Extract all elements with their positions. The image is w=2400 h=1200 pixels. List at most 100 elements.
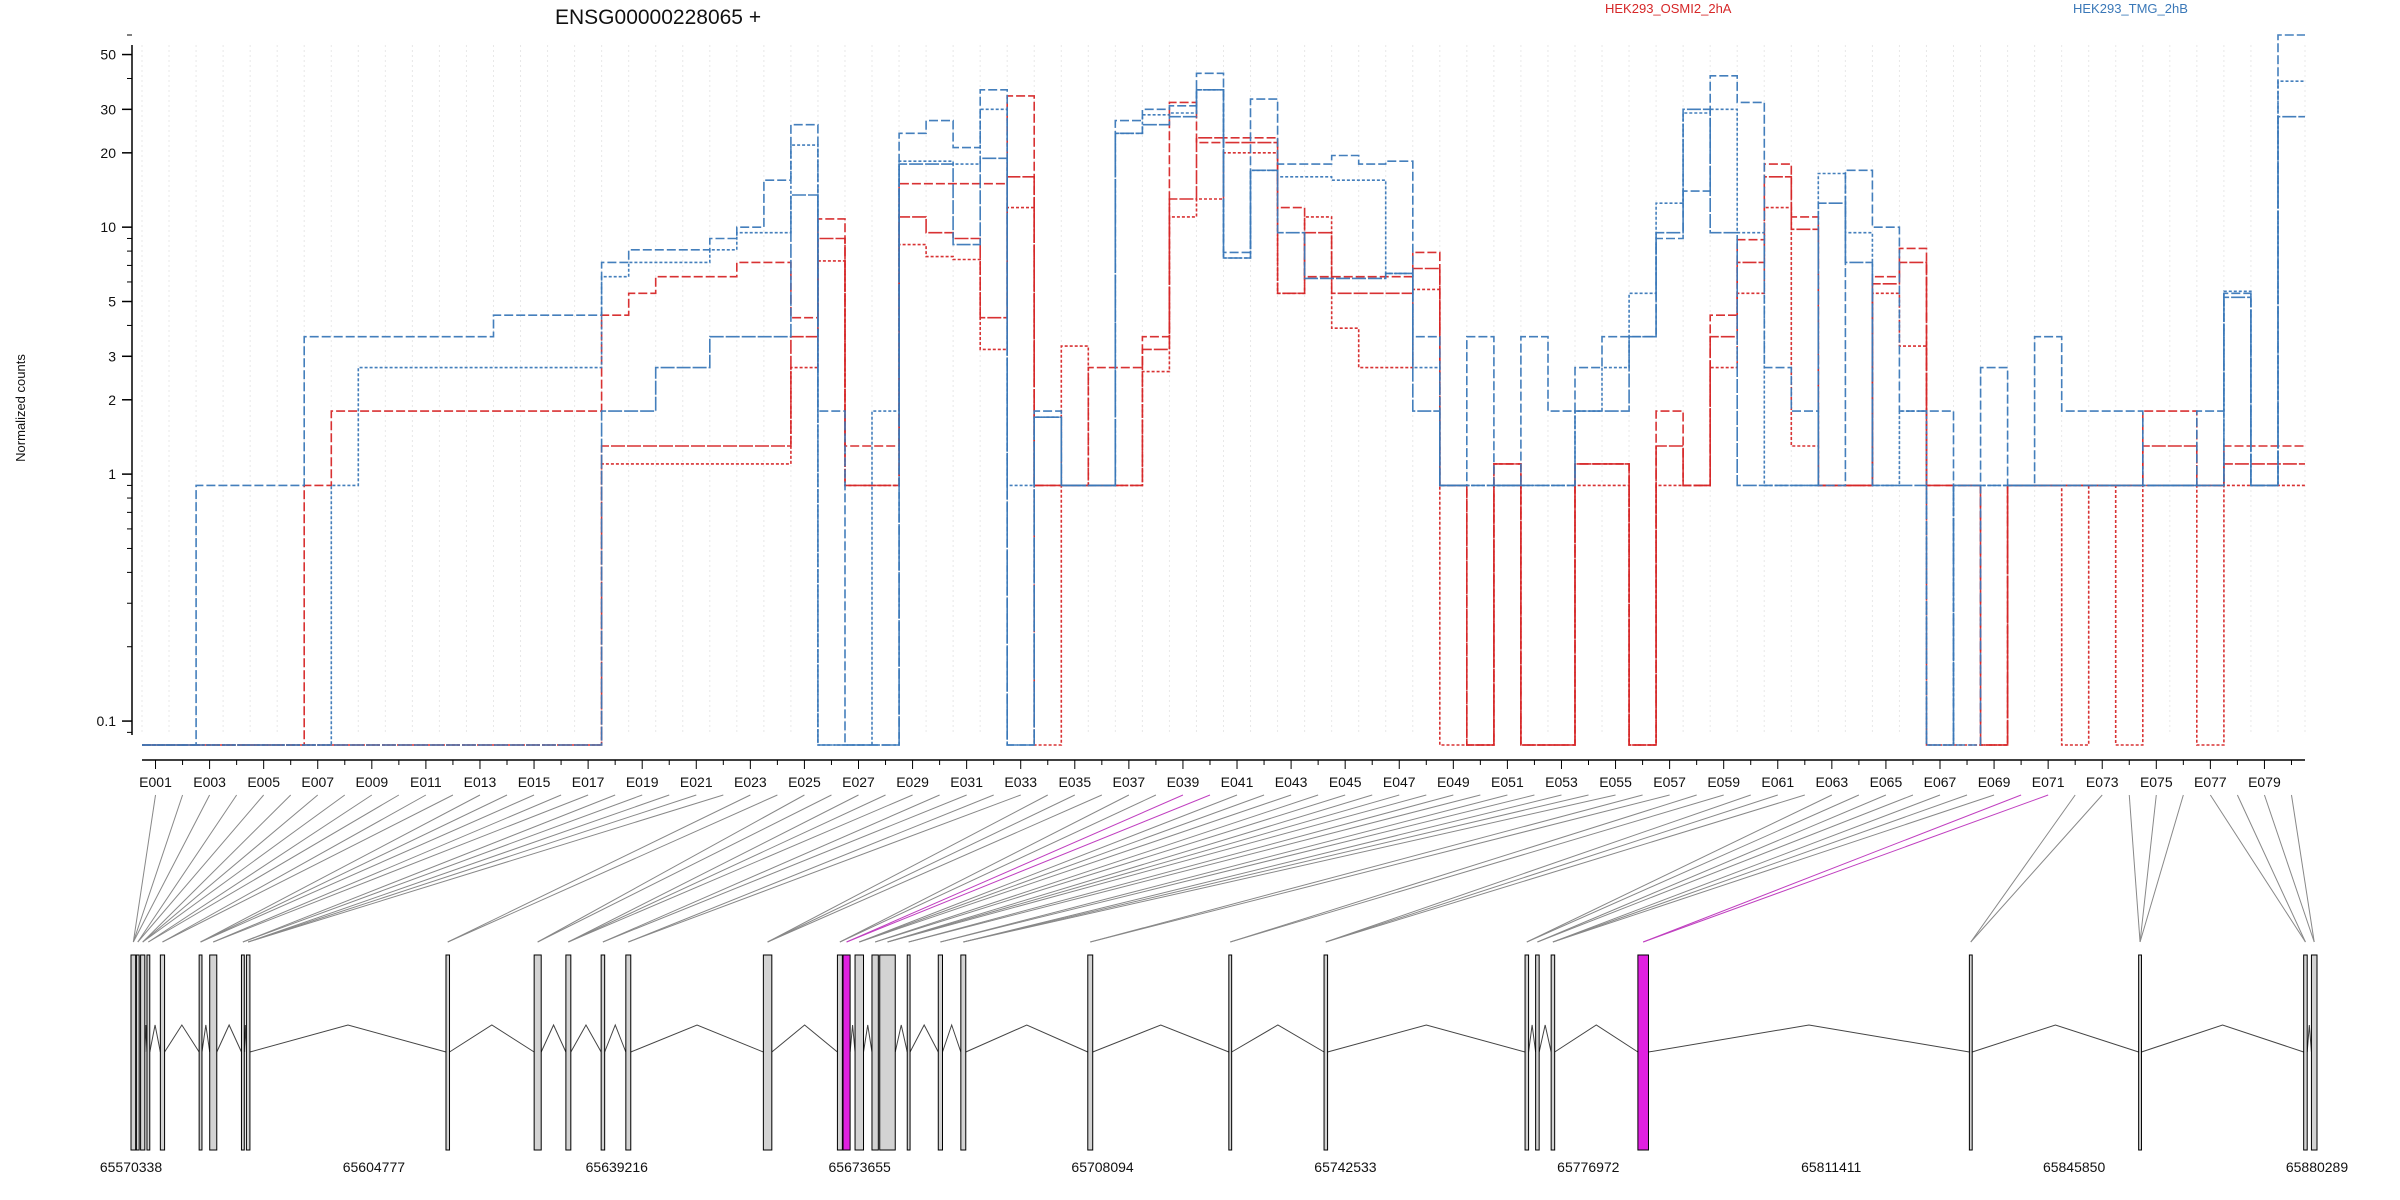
connector-line bbox=[839, 794, 1130, 943]
y-tick-label: 2 bbox=[108, 392, 116, 408]
genomic-tick-label: 65811411 bbox=[1801, 1159, 1861, 1175]
connector-line bbox=[142, 794, 292, 943]
x-tick-label: E019 bbox=[626, 774, 659, 790]
exon-box bbox=[1550, 954, 1556, 1151]
x-tick-label: E063 bbox=[1815, 774, 1848, 790]
intron-line bbox=[540, 1023, 567, 1053]
y-tick-label: 0.1 bbox=[97, 713, 117, 729]
connector-line bbox=[537, 794, 805, 943]
exon-box bbox=[1524, 954, 1530, 1151]
x-tick-label: E055 bbox=[1599, 774, 1632, 790]
y-tick-label: 3 bbox=[108, 348, 116, 364]
intron-line bbox=[604, 1023, 627, 1053]
exon-box bbox=[198, 954, 203, 1151]
connector-line bbox=[839, 794, 1157, 943]
connector-line bbox=[859, 794, 1238, 943]
intron-line bbox=[249, 1024, 447, 1053]
x-tick-label: E053 bbox=[1545, 774, 1578, 790]
exon-box bbox=[135, 954, 140, 1151]
x-tick-label: E059 bbox=[1707, 774, 1740, 790]
exon-box bbox=[937, 954, 944, 1151]
connector-line bbox=[1230, 794, 1724, 943]
connector-line bbox=[963, 794, 1589, 943]
x-tick-label: E013 bbox=[464, 774, 497, 790]
connector-line bbox=[142, 794, 346, 943]
legend-label-tmg: HEK293_TMG_2hB bbox=[2073, 1, 2188, 16]
x-tick-label: E069 bbox=[1978, 774, 2011, 790]
connector-line bbox=[132, 794, 157, 943]
x-tick-label: E029 bbox=[896, 774, 929, 790]
intron-line bbox=[942, 1023, 962, 1053]
x-tick-label: E057 bbox=[1653, 774, 1686, 790]
y-tick-label: 5 bbox=[108, 294, 116, 310]
x-tick-label: E001 bbox=[139, 774, 172, 790]
x-tick-label: E025 bbox=[788, 774, 821, 790]
genomic-tick-label: 65776972 bbox=[1557, 1159, 1620, 1175]
x-tick-label: E009 bbox=[355, 774, 388, 790]
connector-line bbox=[887, 794, 1427, 943]
x-tick-label: E015 bbox=[518, 774, 551, 790]
connector-line bbox=[874, 794, 1319, 943]
x-tick-label: E073 bbox=[2086, 774, 2119, 790]
connector-line bbox=[1325, 794, 1751, 943]
connector-line bbox=[846, 794, 1184, 943]
exon-box bbox=[159, 954, 166, 1151]
exon-box bbox=[960, 954, 967, 1151]
connector-line bbox=[767, 794, 1076, 943]
connector-line bbox=[963, 794, 1562, 943]
y-tick-label: 10 bbox=[100, 219, 116, 235]
connector-line bbox=[859, 794, 1292, 943]
x-tick-label: E023 bbox=[734, 774, 767, 790]
x-tick-label: E043 bbox=[1275, 774, 1308, 790]
highlighted-exon bbox=[1637, 954, 1649, 1151]
exon-box bbox=[445, 954, 451, 1151]
intron-line bbox=[965, 1024, 1088, 1053]
x-tick-label: E061 bbox=[1761, 774, 1794, 790]
gene-model bbox=[130, 954, 2318, 1151]
chart-title: ENSG00000228065 + bbox=[555, 6, 761, 29]
exon-box bbox=[1228, 954, 1233, 1151]
genomic-axis: 65570338 65604777 65639216 65673655 65708094… bbox=[100, 1159, 2349, 1175]
connector-line bbox=[767, 794, 1048, 943]
exon-box bbox=[209, 954, 218, 1151]
y-axis-label: Normalized counts bbox=[13, 354, 28, 462]
x-axis: E001 E003 E005 E007 E009 E011 E013 E015 E017 E019… bbox=[139, 759, 2305, 790]
connector-line bbox=[568, 794, 886, 943]
genomic-tick-label: 65708094 bbox=[1071, 1159, 1134, 1175]
connector-line bbox=[2236, 794, 2306, 943]
x-tick-label: E007 bbox=[301, 774, 334, 790]
connector-line bbox=[447, 794, 778, 943]
intron-line bbox=[1972, 1024, 2139, 1053]
y-tick-label: 1 bbox=[108, 466, 116, 482]
exon-box bbox=[565, 954, 572, 1151]
x-tick-label: E065 bbox=[1870, 774, 1903, 790]
connector-line bbox=[602, 794, 940, 943]
exon-box bbox=[600, 954, 606, 1151]
connector-line bbox=[2128, 794, 2141, 943]
connector-line bbox=[1230, 794, 1697, 943]
y-tick-label: 50 bbox=[100, 47, 116, 63]
genomic-tick-label: 65845850 bbox=[2043, 1159, 2106, 1175]
x-tick-label: E035 bbox=[1058, 774, 1091, 790]
connector-line bbox=[1552, 794, 1941, 943]
connector-line bbox=[162, 794, 427, 943]
connector-line bbox=[940, 794, 1535, 943]
connector-line bbox=[162, 794, 454, 943]
x-tick-label: E011 bbox=[410, 774, 442, 790]
connector-line bbox=[887, 794, 1373, 943]
x-tick-label: E077 bbox=[2194, 774, 2227, 790]
connector-line bbox=[887, 794, 1400, 943]
x-tick-label: E049 bbox=[1437, 774, 1470, 790]
connector-line bbox=[1537, 794, 1887, 943]
connector-line bbox=[846, 794, 1211, 943]
connector-line bbox=[447, 794, 751, 943]
exon-box bbox=[2303, 954, 2308, 1151]
intron-line bbox=[909, 1023, 939, 1053]
genomic-tick-label: 65880289 bbox=[2286, 1159, 2349, 1175]
x-tick-label: E047 bbox=[1383, 774, 1416, 790]
connector-line bbox=[1643, 794, 2022, 943]
x-tick-label: E003 bbox=[193, 774, 226, 790]
connector-line bbox=[1970, 794, 2103, 943]
exon-box bbox=[762, 954, 773, 1151]
